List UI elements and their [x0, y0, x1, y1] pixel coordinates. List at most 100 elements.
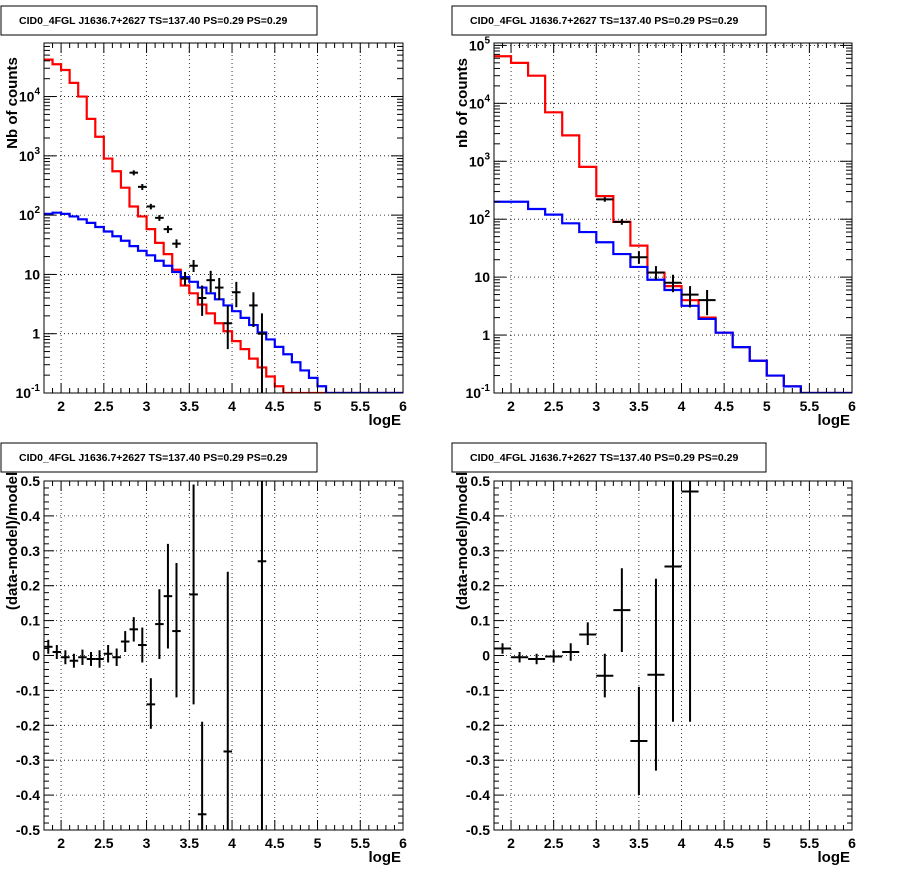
- y-tick-label: 102: [19, 205, 41, 223]
- y-tick-label: 0.2: [471, 578, 491, 594]
- title-box: [0, 5, 318, 36]
- data-point: [613, 219, 631, 225]
- plot-frame: [43, 480, 404, 831]
- y-tick-label: -0.2: [466, 717, 490, 733]
- data-point: [257, 313, 267, 393]
- data-point: [78, 649, 87, 665]
- data-point: [155, 589, 164, 659]
- y-axis-label: nb of counts: [454, 58, 471, 148]
- plot-frame: [43, 42, 404, 394]
- data-point: [172, 239, 181, 248]
- step-series-blue: [494, 200, 852, 393]
- grid: [44, 481, 403, 830]
- x-tick-label: 4: [678, 835, 686, 851]
- data-point: [129, 617, 139, 642]
- x-tick-label: 6: [399, 835, 407, 851]
- data-point: [103, 645, 113, 663]
- x-tick-label: 3: [592, 835, 600, 851]
- data-point: [664, 481, 682, 722]
- y-tick-label: -0.3: [466, 752, 490, 768]
- x-tick-label: 4.5: [265, 835, 285, 851]
- chart-title: CID0_4FGL J1636.7+2627 TS=137.40 PS=0.29…: [19, 15, 287, 27]
- title-box: [451, 5, 767, 36]
- data-point: [206, 270, 215, 293]
- x-tick-label: 2: [57, 835, 65, 851]
- data-point: [163, 543, 173, 649]
- y-axis-label: (data-model)/model: [4, 472, 21, 610]
- step-series-red: [494, 55, 852, 393]
- y-tick-label: -0.1: [16, 682, 40, 698]
- chart-panel-top-right: CID0_4FGL J1636.7+2627 TS=137.40 PS=0.29…: [451, 5, 856, 429]
- x-tick-label: 6: [848, 835, 856, 851]
- data-point: [232, 281, 241, 308]
- y-axis: [494, 44, 852, 394]
- data-point: [197, 721, 207, 830]
- x-tick-label: 2.5: [544, 398, 564, 414]
- x-tick-label: 2: [507, 398, 515, 414]
- plot-frame: [493, 42, 853, 394]
- x-tick-label: 2.5: [94, 835, 114, 851]
- y-tick-label: 0.2: [21, 578, 41, 594]
- y-tick-label: 10: [474, 269, 490, 285]
- data-point: [138, 627, 147, 663]
- y-tick-label: 1: [482, 327, 490, 343]
- x-tick-label: 2: [507, 835, 515, 851]
- data-point: [223, 305, 233, 350]
- data-point: [681, 286, 699, 308]
- x-tick-label: 3.5: [629, 398, 649, 414]
- y-tick-label: 0.4: [471, 508, 491, 524]
- x-tick-label: 4.5: [265, 398, 285, 414]
- chart-panel-bottom-right: CID0_4FGL J1636.7+2627 TS=137.40 PS=0.29…: [451, 442, 856, 866]
- y-tick-label: 0.3: [21, 543, 41, 559]
- x-axis-label: logE: [818, 849, 851, 866]
- data-point: [630, 251, 648, 264]
- data-point: [172, 563, 181, 698]
- data-point: [129, 170, 139, 176]
- y-tick-label: 0.4: [21, 508, 41, 524]
- x-tick-label: 5.5: [800, 835, 820, 851]
- data-point: [69, 653, 79, 668]
- y-tick-label: -0.4: [466, 787, 490, 803]
- x-tick-label: 5: [763, 835, 771, 851]
- x-tick-label: 4: [228, 398, 236, 414]
- plot-area: [44, 481, 267, 830]
- chart-panel-bottom-left: CID0_4FGL J1636.7+2627 TS=137.40 PS=0.29…: [0, 442, 407, 866]
- x-axis: [43, 481, 404, 830]
- data-point: [647, 266, 665, 280]
- y-tick-label: 10-1: [16, 383, 41, 401]
- y-tick-label: 104: [469, 93, 491, 111]
- data-point: [511, 652, 529, 663]
- y-tick-label: 10: [24, 266, 40, 282]
- x-axis: [493, 43, 853, 393]
- data-point: [630, 686, 648, 796]
- step-series-red: [44, 58, 403, 393]
- data-point: [112, 648, 121, 666]
- x-tick-label: 6: [848, 398, 856, 414]
- data-point: [681, 481, 699, 722]
- x-tick-label: 5.5: [351, 835, 371, 851]
- y-axis-label: Nb of counts: [4, 57, 21, 149]
- chart-title: CID0_4FGL J1636.7+2627 TS=137.40 PS=0.29…: [19, 452, 287, 464]
- x-axis-label: logE: [369, 849, 402, 866]
- y-axis-label: (data-model)/model: [454, 472, 471, 610]
- data-point: [155, 215, 164, 221]
- y-tick-label: -0.1: [466, 682, 490, 698]
- data-point: [596, 197, 614, 202]
- data-point: [180, 271, 190, 286]
- y-tick-label: 10-1: [466, 383, 491, 401]
- data-point: [249, 292, 258, 327]
- x-tick-label: 3.5: [629, 835, 649, 851]
- y-tick-label: 0.1: [471, 613, 491, 629]
- y-tick-label: 0.3: [471, 543, 491, 559]
- data-point: [647, 578, 665, 771]
- data-point: [214, 278, 224, 301]
- x-tick-label: 3: [143, 835, 151, 851]
- y-axis: [44, 42, 403, 394]
- data-point: [223, 571, 233, 830]
- y-tick-label: -0.5: [466, 822, 490, 838]
- data-point: [95, 650, 104, 668]
- y-axis: [494, 480, 852, 831]
- y-tick-label: 0: [482, 648, 490, 664]
- title-box: [451, 442, 767, 473]
